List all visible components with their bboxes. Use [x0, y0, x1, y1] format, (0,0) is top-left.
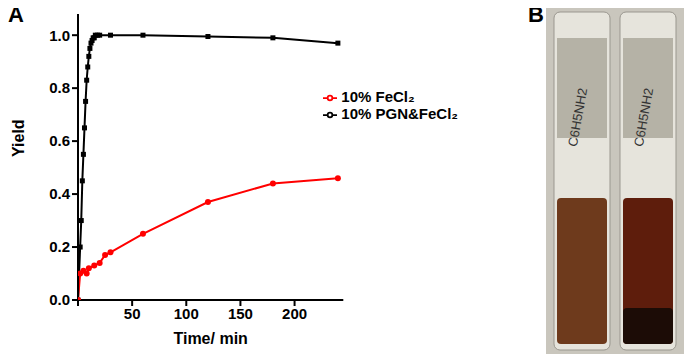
svg-text:0.8: 0.8	[49, 79, 70, 96]
svg-text:0.2: 0.2	[49, 238, 70, 255]
svg-text:Time/ min: Time/ min	[173, 330, 247, 347]
svg-text:C6H5NH2: C6H5NH2	[631, 87, 656, 148]
html-text:A: A	[8, 2, 24, 27]
svg-text:0.6: 0.6	[49, 132, 70, 149]
svg-text:50: 50	[124, 305, 141, 322]
svg-text:100: 100	[174, 305, 199, 322]
svg-text:0.0: 0.0	[49, 291, 70, 308]
html-text:B: B	[528, 2, 544, 27]
svg-text:C6H5NH2: C6H5NH2	[565, 87, 590, 148]
html-text:10% PGN&FeCl₂: 10% PGN&FeCl₂	[341, 105, 458, 122]
svg-text:150: 150	[228, 305, 253, 322]
svg-text:0.4: 0.4	[49, 185, 71, 202]
svg-text:Yield: Yield	[10, 119, 27, 157]
svg-text:200: 200	[282, 305, 307, 322]
svg-text:1.0: 1.0	[49, 27, 70, 44]
html-text:10% FeCl₂: 10% FeCl₂	[341, 88, 415, 105]
